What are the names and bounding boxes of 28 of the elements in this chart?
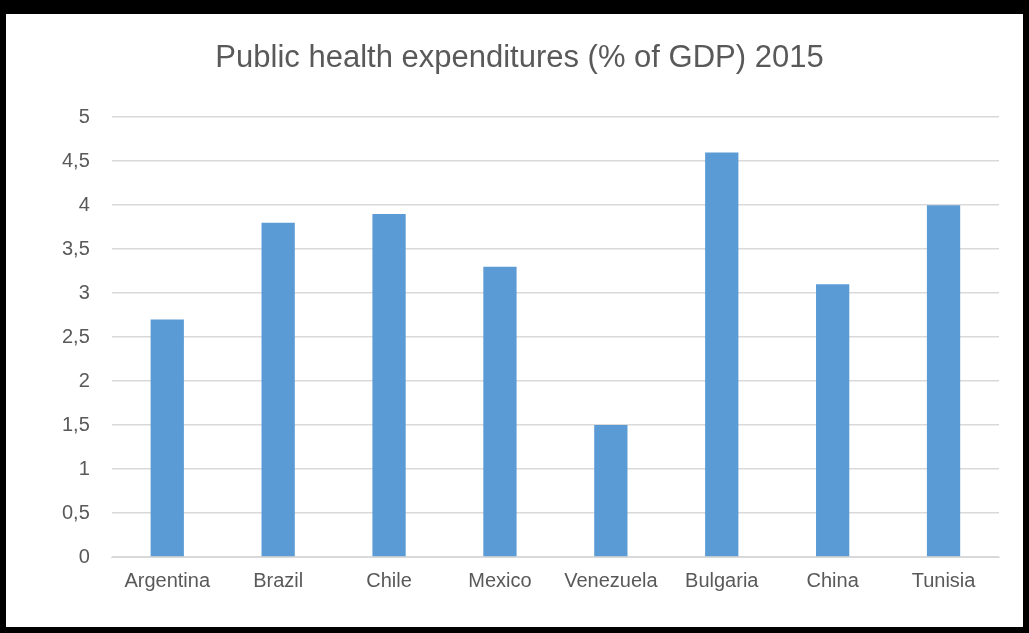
x-tick-label: Argentina <box>124 568 211 591</box>
bar <box>261 222 295 557</box>
chart-title: Public health expenditures (% of GDP) 2015 <box>215 39 824 75</box>
y-tick-label: 4,5 <box>61 148 90 171</box>
y-tick-label: 4 <box>78 192 90 215</box>
bar <box>816 284 850 557</box>
bar <box>150 319 184 557</box>
x-tick-label: Chile <box>366 568 412 591</box>
bar <box>594 425 628 557</box>
x-tick-label: Mexico <box>468 568 532 591</box>
bar <box>483 266 517 557</box>
x-tick-label: Tunisia <box>911 568 977 591</box>
y-tick-label: 5 <box>78 104 90 127</box>
x-tick-label: China <box>806 568 860 591</box>
bar <box>705 152 739 557</box>
y-tick-label: 2,5 <box>61 324 90 347</box>
bar <box>372 213 406 557</box>
y-tick-label: 0 <box>78 544 90 567</box>
bar <box>926 205 961 557</box>
y-tick-label: 1,5 <box>61 412 90 435</box>
y-tick-label: 0,5 <box>61 500 90 523</box>
y-tick-label: 1 <box>78 456 90 479</box>
x-tick-label: Brazil <box>253 568 304 591</box>
y-tick-label: 3 <box>78 280 90 303</box>
y-tick-label: 3,5 <box>61 236 90 259</box>
x-tick-label: Bulgaria <box>685 568 760 591</box>
y-tick-label: 2 <box>78 368 90 391</box>
x-tick-label: Venezuela <box>564 568 659 591</box>
